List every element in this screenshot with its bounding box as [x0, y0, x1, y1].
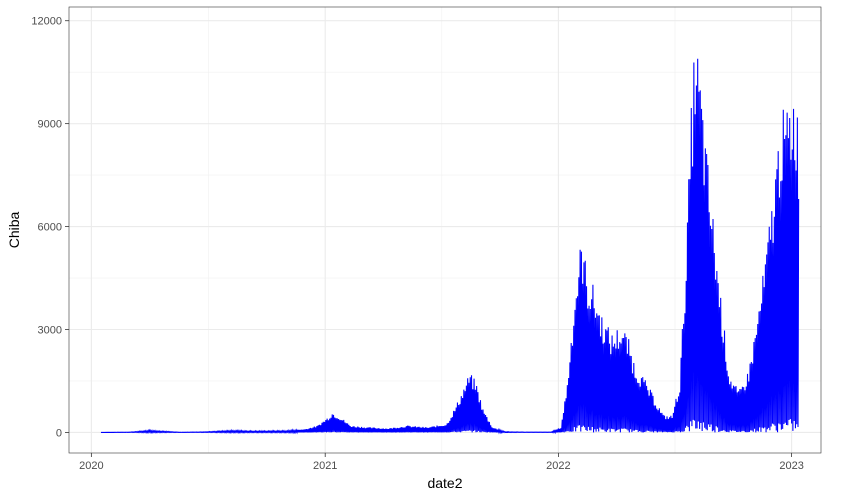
series-line — [100, 58, 800, 435]
series-layer — [100, 58, 800, 435]
y-tick-label: 3000 — [38, 324, 62, 336]
plot-border — [68, 6, 822, 454]
x-axis-title: date2 — [427, 475, 462, 491]
x-tick-label: 2021 — [313, 460, 337, 472]
x-tick-label: 2020 — [79, 460, 103, 472]
x-tick-label: 2022 — [546, 460, 570, 472]
y-axis: 0 3000 6000 9000 12000 — [31, 16, 69, 439]
y-tick-label: 6000 — [38, 222, 62, 234]
y-tick-label: 9000 — [38, 119, 62, 131]
x-axis: 2020 2021 2022 2023 — [79, 453, 804, 472]
y-axis-title: Chiba — [6, 212, 22, 249]
y-tick-label: 0 — [56, 427, 62, 439]
y-tick-label: 12000 — [31, 16, 62, 28]
x-tick-label: 2023 — [779, 460, 803, 472]
